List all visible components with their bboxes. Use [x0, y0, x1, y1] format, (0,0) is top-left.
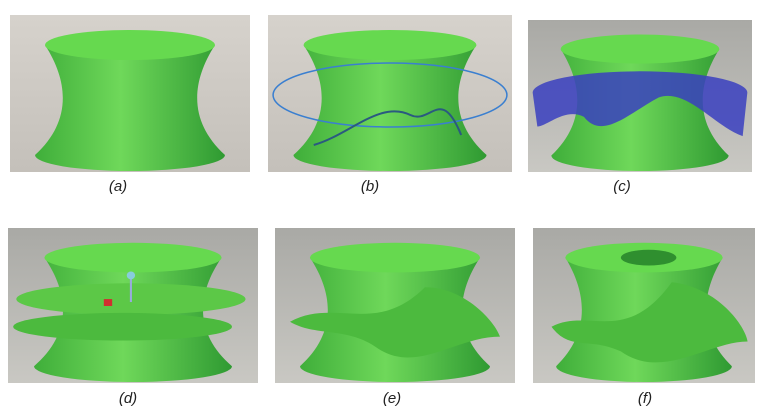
caption: (a)	[88, 178, 148, 195]
panel-d	[8, 228, 258, 383]
figure: (a) (b) (c) (d) (e) (f)	[0, 0, 763, 409]
panel-f	[533, 228, 755, 383]
panel-e	[275, 228, 515, 383]
panel-a	[10, 15, 250, 172]
caption: (d)	[98, 390, 158, 407]
panel-c	[528, 20, 752, 172]
panel-b	[268, 15, 512, 172]
caption: (e)	[362, 390, 422, 407]
caption: (c)	[592, 178, 652, 195]
caption: (b)	[340, 178, 400, 195]
caption: (f)	[615, 390, 675, 407]
